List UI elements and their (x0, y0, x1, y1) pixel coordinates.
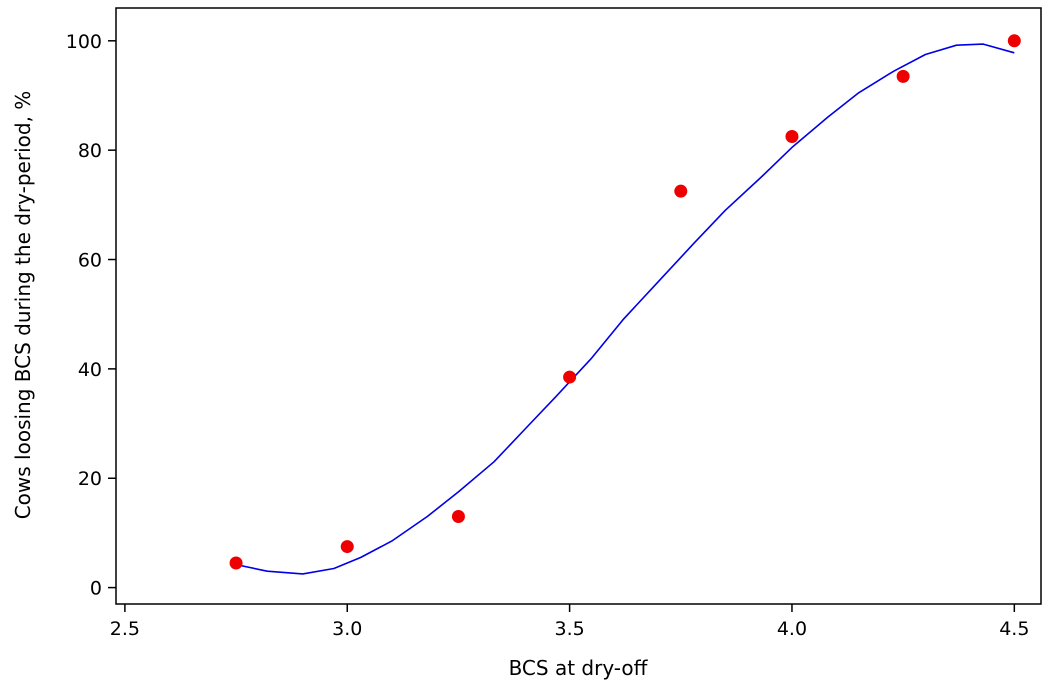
data-point (1007, 34, 1021, 48)
y-tick-label: 40 (78, 359, 102, 381)
data-point (896, 69, 910, 83)
y-tick-label: 0 (90, 578, 102, 600)
data-point (563, 370, 577, 384)
y-tick-label: 20 (78, 468, 102, 490)
x-axis-ticks: 2.5 3.0 3.5 4.0 4.5 (110, 604, 1029, 640)
y-tick-label: 100 (66, 31, 102, 53)
y-axis-ticks: 0 20 40 60 80 100 (66, 31, 116, 600)
data-point (785, 129, 799, 143)
y-axis-label: Cows loosing BCS during the dry-period, … (11, 91, 35, 520)
x-tick-label: 4.0 (777, 618, 807, 640)
x-tick-label: 3.5 (554, 618, 584, 640)
x-tick-label: 2.5 (110, 618, 140, 640)
data-point (229, 556, 243, 570)
x-axis-label: BCS at dry-off (509, 656, 649, 680)
plot-frame (115, 7, 1042, 605)
data-point (451, 510, 465, 524)
data-point (340, 540, 354, 554)
y-tick-label: 60 (78, 250, 102, 272)
x-tick-label: 3.0 (332, 618, 362, 640)
fitted-curve (235, 43, 1015, 575)
x-tick-label: 4.5 (999, 618, 1029, 640)
data-point (674, 184, 688, 198)
series-layer (229, 34, 1021, 575)
y-tick-label: 80 (78, 140, 102, 162)
